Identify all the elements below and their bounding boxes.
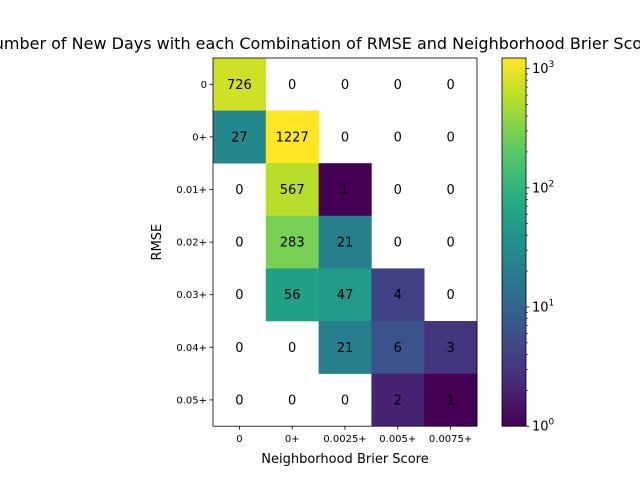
cell-value-label: 0 (446, 183, 454, 198)
cell-value-label: 0 (235, 341, 243, 356)
x-tick-label: 0.005+ (379, 434, 416, 445)
cell-value-label: 0 (288, 341, 296, 356)
x-tick-label: 0.0075+ (429, 434, 472, 445)
y-tick-label: 0.02+ (176, 238, 207, 249)
cell-value-label: 27 (231, 130, 248, 145)
colorbar-tick-label: 103 (532, 60, 554, 77)
cell-value-label: 567 (280, 183, 305, 198)
cell-value-label: 21 (337, 341, 354, 356)
y-tick-label: 0.01+ (176, 185, 207, 196)
colorbar-tick-label: 100 (532, 418, 555, 435)
chart-title: Number of New Days with each Combination… (0, 34, 640, 53)
x-tick-label: 0 (236, 434, 242, 445)
cell-value-label: 56 (284, 288, 301, 303)
colorbar-tick-label: 101 (532, 298, 554, 315)
cell-value-label: 0 (394, 236, 402, 251)
cell-value-label: 0 (394, 183, 402, 198)
cell-value-label: 0 (235, 183, 243, 198)
y-tick-label: 0 (201, 80, 207, 91)
colorbar-tick-label: 102 (532, 179, 554, 196)
cell-value-label: 0 (394, 130, 402, 145)
y-axis-label: RMSE (150, 224, 165, 261)
cell-value-label: 0 (446, 236, 454, 251)
x-axis-label: Neighborhood Brier Score (261, 452, 428, 467)
cell-value-label: 6 (394, 341, 402, 356)
cell-value-label: 0 (341, 130, 349, 145)
colorbar: 100 101 102 103 (502, 58, 555, 435)
cell-value-label: 47 (337, 288, 354, 303)
cell-value-label: 3 (446, 341, 454, 356)
cell-value-label: 0 (235, 393, 243, 408)
cell-value-label: 283 (280, 236, 305, 251)
cell-value-label: 0 (446, 130, 454, 145)
cell-value-label: 1 (446, 393, 454, 408)
x-tick-label: 0.0025+ (323, 434, 366, 445)
cell-value-label: 0 (235, 236, 243, 251)
cell-value-label: 2 (394, 393, 402, 408)
x-tick-label: 0+ (285, 434, 300, 445)
cell-value-label: 0 (341, 78, 349, 93)
cell-value-label: 4 (394, 288, 402, 303)
cell-value-label: 1 (341, 183, 349, 198)
cell-value-label: 0 (394, 78, 402, 93)
y-axis-ticks: 0 0+ 0.01+ 0.02+ 0.03+ 0.04+ 0.05+ (176, 80, 213, 407)
x-axis-ticks: 0 0+ 0.0025+ 0.005+ 0.0075+ (236, 426, 472, 445)
cell-value-label: 0 (235, 288, 243, 303)
y-tick-label: 0.05+ (176, 395, 207, 406)
cell-value-label: 0 (341, 393, 349, 408)
cell-value-label: 0 (446, 78, 454, 93)
y-tick-label: 0.04+ (176, 343, 207, 354)
cell-value-label: 0 (288, 78, 296, 93)
cell-value-label: 726 (227, 78, 252, 93)
colorbar-gradient (502, 58, 526, 426)
cell-value-label: 1227 (276, 130, 309, 145)
cell-value-label: 0 (446, 288, 454, 303)
cell-value-label: 21 (337, 236, 354, 251)
cell-value-label: 0 (288, 393, 296, 408)
y-tick-label: 0.03+ (176, 290, 207, 301)
y-tick-label: 0+ (192, 132, 207, 143)
